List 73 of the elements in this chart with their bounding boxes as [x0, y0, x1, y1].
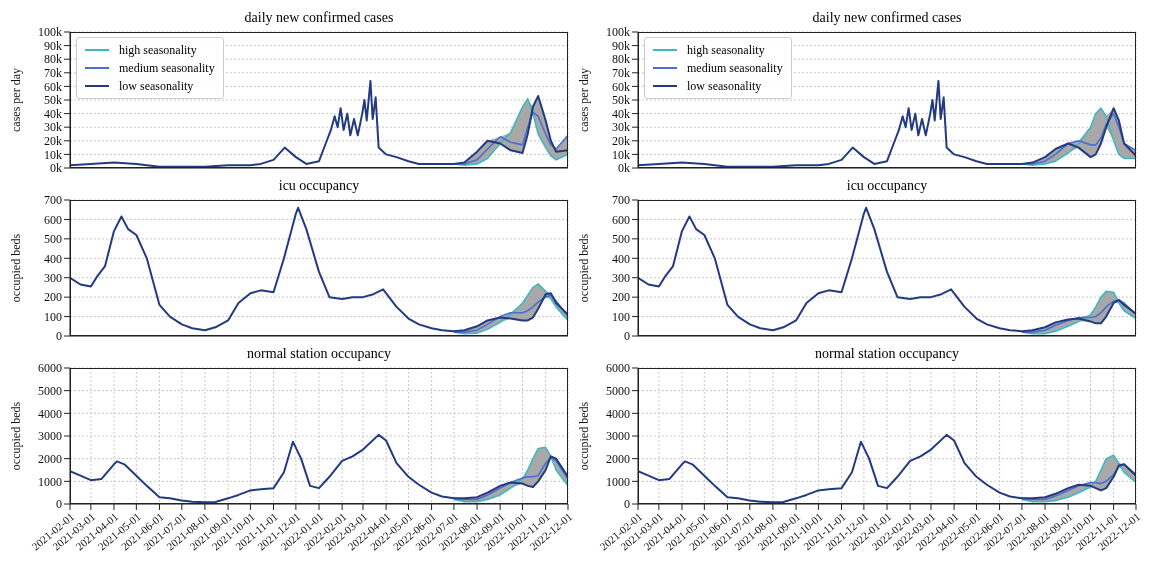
y-tick-label: 100 — [612, 309, 630, 324]
y-tick-label: 6000 — [606, 361, 630, 376]
y-tick-label: 0 — [56, 329, 62, 344]
y-tick-label: 100k — [38, 25, 62, 40]
y-tick-label: 4000 — [38, 406, 62, 421]
y-tick-label: 700 — [612, 193, 630, 208]
y-tick-label: 40k — [612, 106, 630, 121]
y-tick-label: 300 — [44, 270, 62, 285]
legend-label: low seasonality — [119, 78, 194, 94]
y-axis-title: cases per day — [9, 68, 24, 132]
legend-label: medium seasonality — [119, 60, 215, 76]
legend-label: high seasonality — [119, 42, 197, 58]
chart-title: icu occupancy — [845, 178, 929, 194]
y-tick-label: 300 — [612, 270, 630, 285]
y-tick-label: 80k — [44, 52, 62, 67]
y-tick-label: 600 — [44, 212, 62, 227]
y-tick-label: 2000 — [38, 451, 62, 466]
y-axis-title: cases per day — [577, 68, 592, 132]
y-tick-label: 30k — [612, 120, 630, 135]
y-axis-title: occupied beds — [9, 401, 24, 471]
y-tick-label: 60k — [612, 79, 630, 94]
y-tick-label: 200 — [44, 290, 62, 305]
y-tick-label: 0 — [56, 497, 62, 512]
legend-label: low seasonality — [687, 78, 762, 94]
y-tick-label: 200 — [612, 290, 630, 305]
chart-title: daily new confirmed cases — [811, 10, 963, 26]
y-tick-label: 0k — [50, 161, 62, 176]
y-tick-label: 100 — [44, 309, 62, 324]
y-tick-label: 60k — [44, 79, 62, 94]
chart-title: normal station occupancy — [246, 346, 392, 362]
y-tick-label: 40k — [44, 106, 62, 121]
y-tick-label: 90k — [612, 38, 630, 53]
line-series — [70, 206, 568, 333]
line-series — [638, 206, 1136, 333]
y-tick-label: 6000 — [38, 361, 62, 376]
legend-label: medium seasonality — [687, 60, 783, 76]
y-tick-label: 700 — [44, 193, 62, 208]
line-series — [453, 294, 568, 333]
y-tick-label: 0 — [624, 497, 630, 512]
y-tick-label: 70k — [612, 66, 630, 81]
legend-label: high seasonality — [687, 42, 765, 58]
y-tick-label: 2000 — [606, 451, 630, 466]
y-tick-label: 90k — [44, 38, 62, 53]
y-tick-label: 5000 — [606, 383, 630, 398]
y-tick-label: 10k — [44, 147, 62, 162]
y-tick-label: 500 — [612, 232, 630, 247]
y-tick-label: 10k — [612, 147, 630, 162]
y-tick-label: 3000 — [606, 429, 630, 444]
y-tick-label: 50k — [612, 93, 630, 108]
y-tick-label: 20k — [612, 134, 630, 149]
y-tick-label: 100k — [606, 25, 630, 40]
y-tick-label: 20k — [44, 134, 62, 149]
y-axis-title: occupied beds — [577, 233, 592, 303]
y-tick-label: 400 — [612, 251, 630, 266]
y-axis-title: occupied beds — [577, 401, 592, 471]
y-tick-label: 500 — [44, 232, 62, 247]
y-tick-label: 5000 — [38, 383, 62, 398]
y-tick-label: 400 — [44, 251, 62, 266]
chart-title: normal station occupancy — [814, 346, 960, 362]
y-tick-label: 3000 — [38, 429, 62, 444]
y-tick-label: 0 — [624, 329, 630, 344]
y-tick-label: 0k — [618, 161, 630, 176]
chart-title: icu occupancy — [277, 178, 361, 194]
y-axis-title: occupied beds — [9, 233, 24, 303]
y-tick-label: 4000 — [606, 406, 630, 421]
y-tick-label: 1000 — [606, 474, 630, 489]
y-tick-label: 1000 — [38, 474, 62, 489]
y-tick-label: 50k — [44, 93, 62, 108]
y-tick-label: 80k — [612, 52, 630, 67]
y-tick-label: 600 — [612, 212, 630, 227]
y-tick-label: 30k — [44, 120, 62, 135]
chart-title: daily new confirmed cases — [243, 10, 395, 26]
y-tick-label: 70k — [44, 66, 62, 81]
